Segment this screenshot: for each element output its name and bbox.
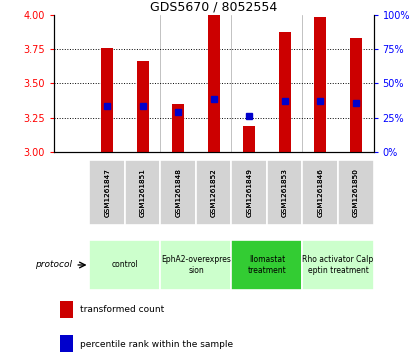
Text: GSM1261853: GSM1261853 bbox=[282, 168, 288, 217]
Bar bbox=[314, 17, 327, 152]
Bar bbox=[303, 240, 374, 290]
Text: GSM1261851: GSM1261851 bbox=[140, 168, 146, 217]
Text: GSM1261846: GSM1261846 bbox=[317, 168, 323, 217]
Bar bbox=[60, 301, 73, 318]
Bar bbox=[243, 126, 256, 152]
Bar bbox=[161, 160, 196, 225]
Bar bbox=[338, 160, 374, 225]
Bar bbox=[232, 240, 303, 290]
Text: GSM1261847: GSM1261847 bbox=[104, 168, 110, 217]
Bar bbox=[54, 160, 90, 225]
Text: GSM1261853: GSM1261853 bbox=[282, 168, 288, 217]
Bar bbox=[267, 160, 303, 225]
Bar bbox=[137, 61, 149, 152]
Text: protocol: protocol bbox=[35, 261, 73, 269]
Text: Ilomastat
treatment: Ilomastat treatment bbox=[248, 255, 286, 275]
Text: GSM1261851: GSM1261851 bbox=[140, 168, 146, 217]
Bar bbox=[232, 160, 267, 225]
Bar bbox=[196, 160, 232, 225]
Text: control: control bbox=[112, 261, 138, 269]
Bar bbox=[161, 240, 232, 290]
Bar bbox=[60, 335, 73, 352]
Bar bbox=[161, 160, 196, 225]
Bar bbox=[232, 160, 267, 225]
Text: GSM1261849: GSM1261849 bbox=[246, 168, 252, 217]
Text: GSM1261850: GSM1261850 bbox=[353, 168, 359, 217]
Text: GSM1261848: GSM1261848 bbox=[175, 168, 181, 217]
Title: GDS5670 / 8052554: GDS5670 / 8052554 bbox=[150, 0, 277, 13]
Text: Rho activator Calp
eptin treatment: Rho activator Calp eptin treatment bbox=[303, 255, 374, 275]
Bar bbox=[303, 160, 338, 225]
Text: EphA2-overexpres
sion: EphA2-overexpres sion bbox=[161, 255, 231, 275]
Bar bbox=[349, 38, 362, 152]
Bar bbox=[90, 160, 125, 225]
Bar bbox=[338, 160, 374, 225]
Text: GSM1261847: GSM1261847 bbox=[104, 168, 110, 217]
Bar bbox=[125, 160, 161, 225]
Bar bbox=[101, 48, 113, 152]
Text: GSM1261850: GSM1261850 bbox=[353, 168, 359, 217]
Bar bbox=[267, 160, 303, 225]
Text: GSM1261852: GSM1261852 bbox=[211, 168, 217, 217]
Bar bbox=[208, 15, 220, 152]
Bar bbox=[196, 160, 232, 225]
Bar bbox=[90, 240, 161, 290]
Text: GSM1261848: GSM1261848 bbox=[175, 168, 181, 217]
Bar bbox=[125, 160, 161, 225]
Bar bbox=[278, 32, 291, 152]
Bar bbox=[90, 160, 125, 225]
Bar bbox=[303, 160, 338, 225]
Text: GSM1261846: GSM1261846 bbox=[317, 168, 323, 217]
Text: GSM1261852: GSM1261852 bbox=[211, 168, 217, 217]
Text: percentile rank within the sample: percentile rank within the sample bbox=[80, 340, 233, 349]
Text: transformed count: transformed count bbox=[80, 305, 164, 314]
Bar bbox=[172, 104, 184, 152]
Text: GSM1261849: GSM1261849 bbox=[246, 168, 252, 217]
